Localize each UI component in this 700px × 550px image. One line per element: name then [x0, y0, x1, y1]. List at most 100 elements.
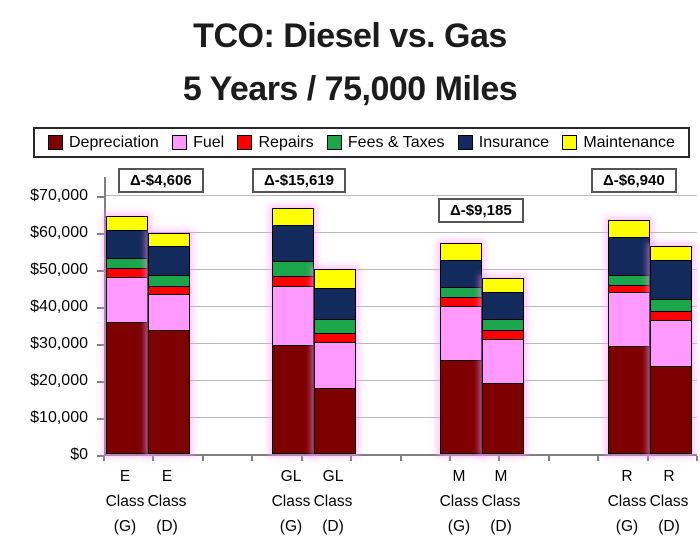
bar-segment [106, 321, 148, 454]
legend-label: Repairs [258, 133, 314, 151]
x-axis-label-line: E [119, 468, 131, 485]
x-axis-label-line: (G) [615, 518, 639, 535]
y-axis-label: $0 [70, 446, 88, 463]
x-axis-label-line: (G) [113, 518, 137, 535]
bar-segment [482, 338, 524, 384]
y-axis-tick [97, 344, 104, 346]
x-axis-tick [646, 456, 649, 461]
y-axis-tick [97, 381, 104, 383]
legend-item: Depreciation [48, 134, 159, 152]
legend: Depreciation Fuel Repairs Fees & Taxes Insur… [33, 127, 690, 158]
legend-label: Maintenance [583, 133, 675, 151]
bar-segment [440, 260, 482, 289]
bar-segment [148, 246, 190, 277]
y-axis-tick [97, 418, 104, 420]
x-axis-label-line: E [161, 468, 173, 485]
x-axis-tick [350, 456, 353, 461]
bar-segment [650, 319, 692, 368]
x-axis-label-line: (D) [490, 518, 512, 535]
y-axis-label: $60,000 [30, 224, 88, 241]
x-axis-label-line: (D) [322, 518, 344, 535]
x-axis-tick [547, 456, 550, 461]
chart-title-line2: 5 Years / 75,000 Miles [182, 70, 518, 108]
bar-segment [314, 341, 356, 390]
gridline [106, 417, 697, 418]
bar-segment [314, 319, 356, 334]
bar-segment [482, 291, 524, 321]
gridline [106, 306, 697, 307]
y-axis-label: $20,000 [30, 372, 88, 389]
x-axis-tick [201, 456, 204, 461]
x-axis-label: M Class (D) [469, 464, 533, 539]
bar-segment [650, 366, 692, 454]
bar-segment [148, 232, 190, 248]
x-axis-label-line: Class [607, 493, 647, 510]
x-axis-tick [152, 456, 155, 461]
bar-segment [482, 382, 524, 454]
bar-segment [482, 278, 524, 293]
bar-segment [148, 294, 190, 332]
bar-segment [272, 285, 314, 346]
legend-label: Insurance [478, 133, 550, 151]
stacked-bar [482, 278, 524, 454]
y-axis-tick [97, 307, 104, 309]
gridline [106, 232, 697, 233]
legend-label: Fees & Taxes [347, 133, 445, 151]
stacked-bar [272, 208, 314, 454]
x-axis-tick [251, 456, 254, 461]
x-axis-label: R Class (D) [637, 464, 700, 539]
y-axis-label: $30,000 [30, 335, 88, 352]
bar-segment [608, 345, 650, 454]
x-axis-tick [448, 456, 451, 461]
x-axis-label-line: Class [313, 493, 353, 510]
stacked-bar [440, 242, 482, 454]
legend-item: Insurance [457, 133, 550, 152]
x-axis-label-line: (G) [279, 518, 303, 535]
bar-segment [106, 276, 148, 323]
bar-segment [650, 245, 692, 261]
legend-label: Depreciation [69, 133, 159, 151]
x-axis-label-line: (D) [156, 518, 178, 535]
delta-callout: Δ-$6,940 [591, 168, 677, 193]
chart-title: TCO: Diesel vs. Gas 5 Years / 75,000 Mil… [0, 10, 700, 116]
x-axis-tick [597, 456, 600, 461]
y-axis-tick [97, 270, 104, 272]
delta-callout: Δ-$9,185 [438, 198, 524, 223]
x-axis-label: GL Class (D) [301, 464, 365, 539]
x-axis-label-line: Class [271, 493, 311, 510]
bar-segment [272, 224, 314, 262]
bar-segment [440, 305, 482, 362]
x-axis-label-line: Class [481, 493, 521, 510]
bar-segment [272, 208, 314, 226]
bar-segment [650, 259, 692, 301]
y-axis-tick [97, 455, 104, 457]
x-axis-label-line: Class [147, 493, 187, 510]
legend-label: Fuel [193, 133, 225, 151]
legend-swatch-icon [562, 135, 578, 150]
x-axis-label-line: Class [649, 493, 689, 510]
legend-swatch-icon [237, 135, 253, 150]
gridline [106, 380, 697, 381]
x-axis-label-line: Class [105, 493, 145, 510]
gridline [106, 269, 697, 270]
bar-segment [440, 360, 482, 454]
x-axis-label: E Class (G) [93, 464, 157, 539]
x-axis-label: R Class (G) [595, 464, 659, 539]
legend-swatch-icon [172, 135, 188, 150]
bar-segment [608, 291, 650, 347]
gridline [106, 195, 697, 196]
legend-item: Repairs [237, 133, 314, 152]
y-axis-label: $10,000 [30, 409, 88, 426]
x-axis-tick [498, 456, 501, 461]
bar-segment [148, 330, 190, 454]
x-axis-label-line: M [494, 468, 508, 485]
stacked-bar [106, 215, 148, 454]
y-axis-label: $40,000 [30, 298, 88, 315]
bar-segment [608, 220, 650, 239]
legend-item: Maintenance [562, 134, 675, 152]
stacked-bar [314, 268, 356, 454]
plot-area [104, 177, 697, 456]
x-axis-label-line: M [452, 468, 466, 485]
x-axis-label-line: R [663, 468, 675, 485]
